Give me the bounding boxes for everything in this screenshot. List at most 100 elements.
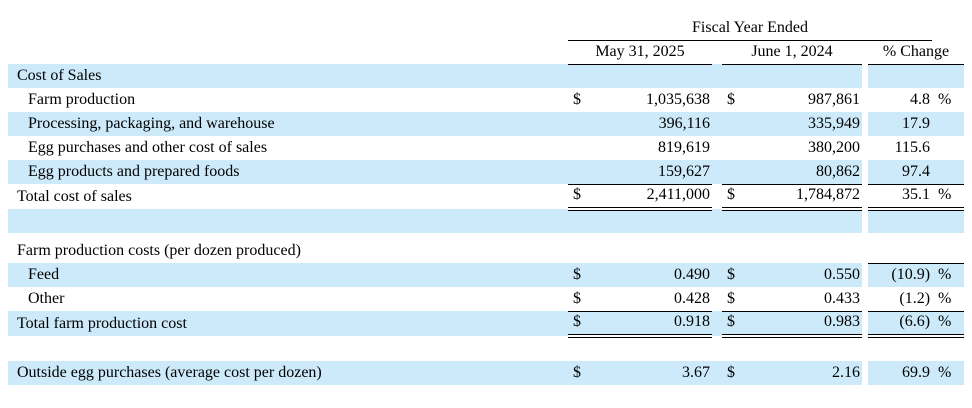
column-gap (712, 239, 722, 263)
row-label: Farm production (28, 91, 136, 108)
row-label: Farm production costs (per dozen produce… (17, 242, 301, 259)
column-gap (8, 336, 965, 361)
header-col-june-1-2024: June 1, 2024 (722, 40, 862, 65)
percent-symbol (932, 160, 965, 185)
column-gap (712, 136, 722, 160)
value-2025: 159,627 (590, 160, 712, 185)
currency-symbol (568, 112, 590, 136)
percent-symbol: % (932, 361, 965, 385)
pct-change-value (868, 239, 933, 264)
pct-change-value: (6.6) (868, 311, 933, 338)
row-label: Feed (8, 263, 568, 287)
header-spacer-cell (932, 13, 964, 40)
column-gap (862, 361, 868, 385)
currency-symbol: $ (568, 361, 590, 385)
pct-change-value: 35.1 (868, 184, 933, 211)
value-2024: 0.433 (744, 287, 862, 312)
table-row: Other $0.428 $0.433 (1.2)% (8, 287, 965, 312)
pct-change-value (868, 209, 933, 233)
column-gap (712, 64, 722, 88)
currency-symbol (722, 136, 744, 160)
currency-symbol (568, 209, 590, 233)
value-2025: 0.490 (590, 263, 712, 287)
column-gap (862, 311, 868, 336)
row-label: Processing, packaging, and warehouse (8, 112, 568, 136)
currency-symbol (722, 160, 744, 185)
table-row: Total cost of sales $2,411,000 $1,784,872 3… (8, 184, 965, 211)
currency-symbol: $ (727, 91, 735, 108)
currency-symbol (722, 112, 744, 136)
column-gap (862, 40, 868, 64)
row-label: Egg products and prepared foods (8, 160, 568, 184)
table-row: Processing, packaging, and warehouse 396,… (8, 112, 965, 136)
table-row: Egg products and prepared foods 159,627 80… (8, 160, 965, 185)
percent-symbol (932, 112, 965, 136)
value-2024: 380,200 (808, 139, 860, 156)
column-gap (712, 160, 722, 184)
row-label: Other (28, 290, 65, 307)
column-gap (712, 287, 722, 311)
table-row: Farm production $1,035,638 $987,861 4.8% (8, 88, 964, 112)
column-gap (862, 136, 868, 160)
pct-change-value (868, 64, 933, 88)
column-gap (862, 184, 868, 209)
table-row: Total farm production cost $0.918 $0.983 (6… (8, 311, 965, 338)
cost-of-sales-table: Fiscal Year Ended May 31, 2025 June 1, 2… (8, 13, 965, 385)
percent-symbol: % (932, 287, 965, 312)
currency-symbol (568, 64, 590, 88)
row-label: Cost of Sales (8, 64, 568, 88)
column-gap (712, 361, 722, 385)
table-header-group-row: Fiscal Year Ended (8, 13, 964, 41)
currency-symbol (722, 239, 744, 263)
pct-change-value: (10.9) (868, 263, 933, 287)
header-col-may-31-2025: May 31, 2025 (568, 40, 712, 65)
percent-symbol (932, 64, 965, 88)
percent-symbol (932, 239, 965, 264)
row-label: Outside egg purchases (average cost per … (8, 361, 568, 385)
pct-change-value: 69.9 (868, 361, 933, 385)
value-2025: 1,035,638 (646, 91, 710, 108)
header-fiscal-year-ended: Fiscal Year Ended (568, 13, 933, 41)
currency-symbol (568, 239, 590, 263)
blank-row (8, 209, 965, 233)
column-gap (862, 88, 868, 112)
value-2024: 0.550 (744, 263, 862, 287)
percent-symbol: % (938, 91, 952, 108)
currency-symbol (568, 136, 590, 160)
spacer-row (8, 336, 965, 361)
value-2025: 3.67 (590, 361, 712, 385)
value-2024: 2.16 (744, 361, 862, 385)
header-col-pct-change: % Change (868, 40, 965, 65)
column-gap (712, 88, 722, 112)
spacer-row (8, 233, 965, 239)
currency-symbol (722, 64, 744, 88)
section-row: Farm production costs (per dozen produce… (8, 239, 965, 264)
value-2024 (744, 239, 862, 263)
header-spacer-cell (8, 13, 568, 40)
column-gap (862, 239, 868, 263)
value-2025: 819,619 (658, 139, 710, 156)
currency-symbol: $ (722, 263, 744, 287)
column-gap (712, 311, 722, 336)
column-gap (712, 112, 722, 136)
column-gap (712, 209, 722, 233)
column-gap (8, 233, 965, 239)
column-gap (712, 263, 722, 287)
currency-symbol (568, 160, 590, 185)
value-2025 (590, 64, 712, 88)
currency-symbol: $ (722, 184, 744, 211)
column-gap (862, 287, 868, 311)
value-2024: 80,862 (744, 160, 862, 185)
pct-change-value: 17.9 (868, 112, 933, 136)
currency-symbol: $ (722, 311, 744, 338)
currency-symbol: $ (573, 91, 581, 108)
column-gap (862, 112, 868, 136)
currency-symbol: $ (568, 184, 590, 211)
row-label: Total farm production cost (8, 311, 568, 336)
value-2024: 987,861 (808, 91, 860, 108)
pct-change-value: 97.4 (868, 160, 933, 185)
percent-symbol (932, 136, 964, 160)
row-label: Egg purchases and other cost of sales (28, 139, 268, 156)
pct-change-value: (1.2) (868, 287, 933, 312)
pct-change-value: 4.8 (910, 91, 931, 108)
